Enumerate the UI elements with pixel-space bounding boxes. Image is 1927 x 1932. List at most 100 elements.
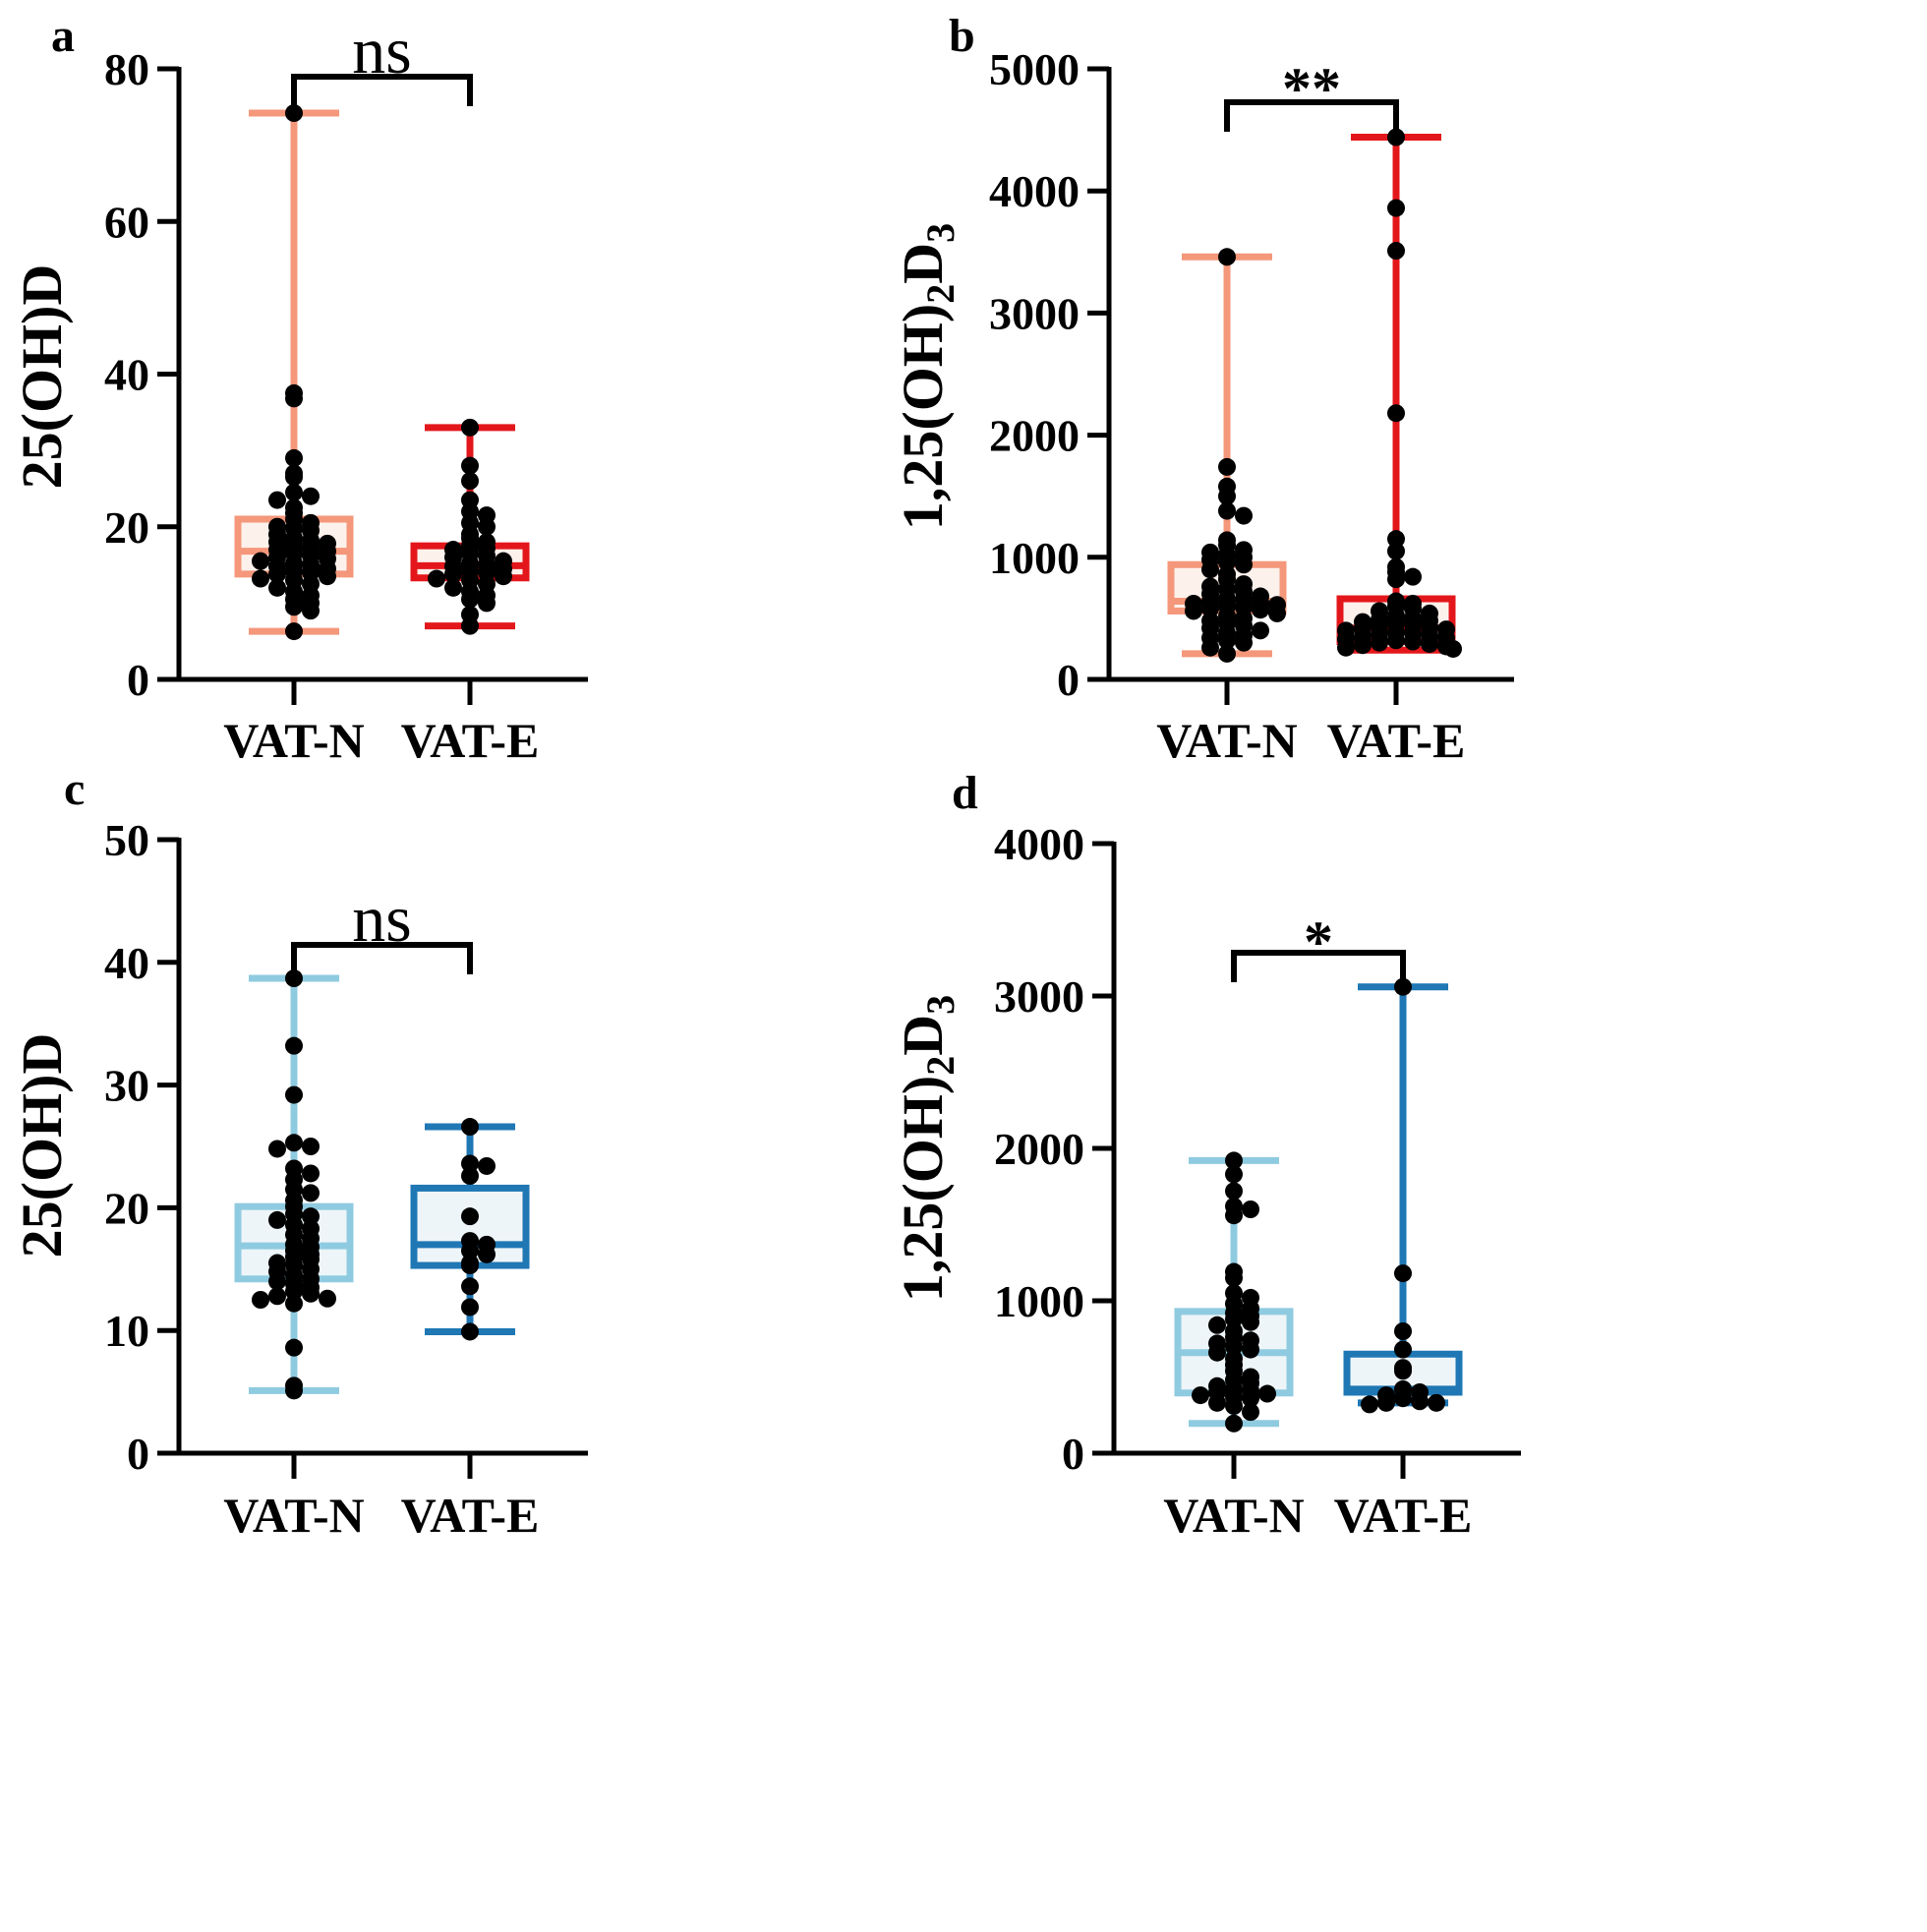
data-point bbox=[1185, 602, 1202, 620]
data-point bbox=[1218, 487, 1236, 505]
data-point bbox=[1394, 1362, 1412, 1380]
significance-bracket bbox=[1231, 950, 1406, 982]
data-point bbox=[285, 1036, 303, 1055]
data-point bbox=[1201, 638, 1219, 657]
data-point bbox=[1225, 1206, 1243, 1225]
data-point bbox=[1337, 638, 1355, 657]
y-tick-label: 80 bbox=[104, 44, 149, 94]
data-point bbox=[302, 1164, 320, 1183]
significance-label: ** bbox=[1282, 56, 1341, 121]
y-tick-label: 1000 bbox=[994, 1276, 1084, 1326]
data-point bbox=[495, 567, 512, 586]
panel-a: a 0 20 40 60 80 VAT-N VAT-E 25(OH)D ns bbox=[10, 10, 588, 768]
panel-letter: a bbox=[51, 10, 75, 62]
data-point bbox=[1411, 1392, 1429, 1411]
data-point bbox=[1225, 1337, 1243, 1356]
data-point bbox=[461, 418, 479, 437]
significance-bracket bbox=[291, 942, 473, 974]
data-point bbox=[302, 1184, 320, 1202]
data-point bbox=[285, 448, 303, 467]
data-point bbox=[461, 1154, 479, 1173]
data-point bbox=[478, 594, 496, 613]
data-point bbox=[1225, 1268, 1243, 1287]
data-point bbox=[302, 1207, 320, 1226]
data-point bbox=[1394, 977, 1412, 996]
data-point bbox=[1218, 501, 1236, 520]
data-point bbox=[302, 602, 320, 620]
data-point bbox=[285, 622, 303, 641]
x-category-label: VAT-E bbox=[401, 713, 540, 768]
data-point bbox=[268, 564, 286, 583]
data-point bbox=[428, 569, 445, 588]
data-point bbox=[1242, 1313, 1259, 1331]
x-category-label: VAT-E bbox=[1334, 1488, 1473, 1543]
y-axis-title: 25(OH)D bbox=[10, 1033, 74, 1259]
data-point bbox=[268, 1272, 286, 1291]
data-point bbox=[1235, 506, 1253, 525]
x-category-label: VAT-N bbox=[223, 1488, 365, 1543]
x-category-label: VAT-N bbox=[1163, 1488, 1305, 1543]
significance-bracket bbox=[291, 74, 473, 106]
data-point bbox=[1258, 1384, 1276, 1403]
data-point bbox=[285, 1338, 303, 1357]
data-point bbox=[461, 616, 479, 635]
data-point bbox=[285, 483, 303, 501]
data-point bbox=[1421, 634, 1438, 653]
data-point bbox=[1225, 1396, 1243, 1415]
data-point bbox=[285, 969, 303, 988]
y-tick-label: 0 bbox=[127, 655, 149, 705]
y-axis-title: 1,25(OH)2D3 bbox=[891, 995, 963, 1302]
significance-label: ns bbox=[352, 13, 411, 88]
data-point bbox=[1387, 631, 1405, 650]
data-point bbox=[1404, 632, 1422, 651]
data-point bbox=[1225, 1414, 1243, 1433]
y-axis-title: 1,25(OH)2D3 bbox=[891, 223, 963, 530]
data-point bbox=[461, 456, 479, 475]
y-tick-label: 0 bbox=[1057, 655, 1080, 705]
box-VAT-N bbox=[234, 104, 354, 641]
y-tick-label: 2000 bbox=[989, 411, 1080, 461]
data-point bbox=[1218, 631, 1236, 650]
data-point bbox=[285, 1085, 303, 1104]
data-point bbox=[1208, 1343, 1226, 1362]
data-point bbox=[1428, 1393, 1445, 1412]
data-point bbox=[302, 1284, 320, 1303]
data-point bbox=[1394, 1322, 1412, 1340]
data-point bbox=[268, 578, 286, 597]
data-point bbox=[268, 491, 286, 509]
data-point bbox=[1225, 1165, 1243, 1184]
y-tick-label: 0 bbox=[1062, 1429, 1084, 1479]
data-point bbox=[1394, 1389, 1412, 1408]
y-axis-title: 25(OH)D bbox=[10, 264, 74, 490]
data-point bbox=[1242, 1340, 1259, 1359]
data-point bbox=[461, 590, 479, 609]
data-point bbox=[302, 1138, 320, 1155]
y-tick-label: 40 bbox=[104, 350, 149, 400]
data-point bbox=[461, 472, 479, 491]
data-point bbox=[1242, 1403, 1259, 1422]
data-point bbox=[285, 389, 303, 408]
data-point bbox=[1218, 644, 1236, 663]
y-tick-label: 20 bbox=[104, 1183, 149, 1233]
box-VAT-N bbox=[1174, 1151, 1294, 1433]
data-point bbox=[1235, 633, 1253, 652]
panel-c: c 0 10 20 30 40 50 VAT-N VAT-E 25(OH)D ns bbox=[10, 763, 588, 1543]
x-category-label: VAT-N bbox=[223, 713, 365, 768]
data-point bbox=[1387, 242, 1405, 261]
data-point bbox=[285, 1282, 303, 1301]
y-tick-label: 2000 bbox=[994, 1124, 1084, 1174]
data-point bbox=[1252, 601, 1269, 619]
data-point bbox=[1242, 1200, 1259, 1218]
panel-letter: c bbox=[64, 763, 85, 815]
data-point bbox=[444, 578, 462, 597]
significance-label: * bbox=[1304, 909, 1333, 974]
data-point bbox=[1218, 553, 1236, 571]
data-point bbox=[1218, 248, 1236, 266]
y-tick-label: 60 bbox=[104, 197, 149, 247]
panel-d: d 0 1000 2000 3000 4000 VAT-N VAT-E 1,25(OH)2D3 * bbox=[891, 767, 1521, 1543]
box-VAT-N bbox=[1167, 248, 1287, 663]
data-point bbox=[478, 1245, 496, 1263]
box-VAT-N bbox=[234, 969, 354, 1400]
data-point bbox=[1225, 1182, 1243, 1200]
